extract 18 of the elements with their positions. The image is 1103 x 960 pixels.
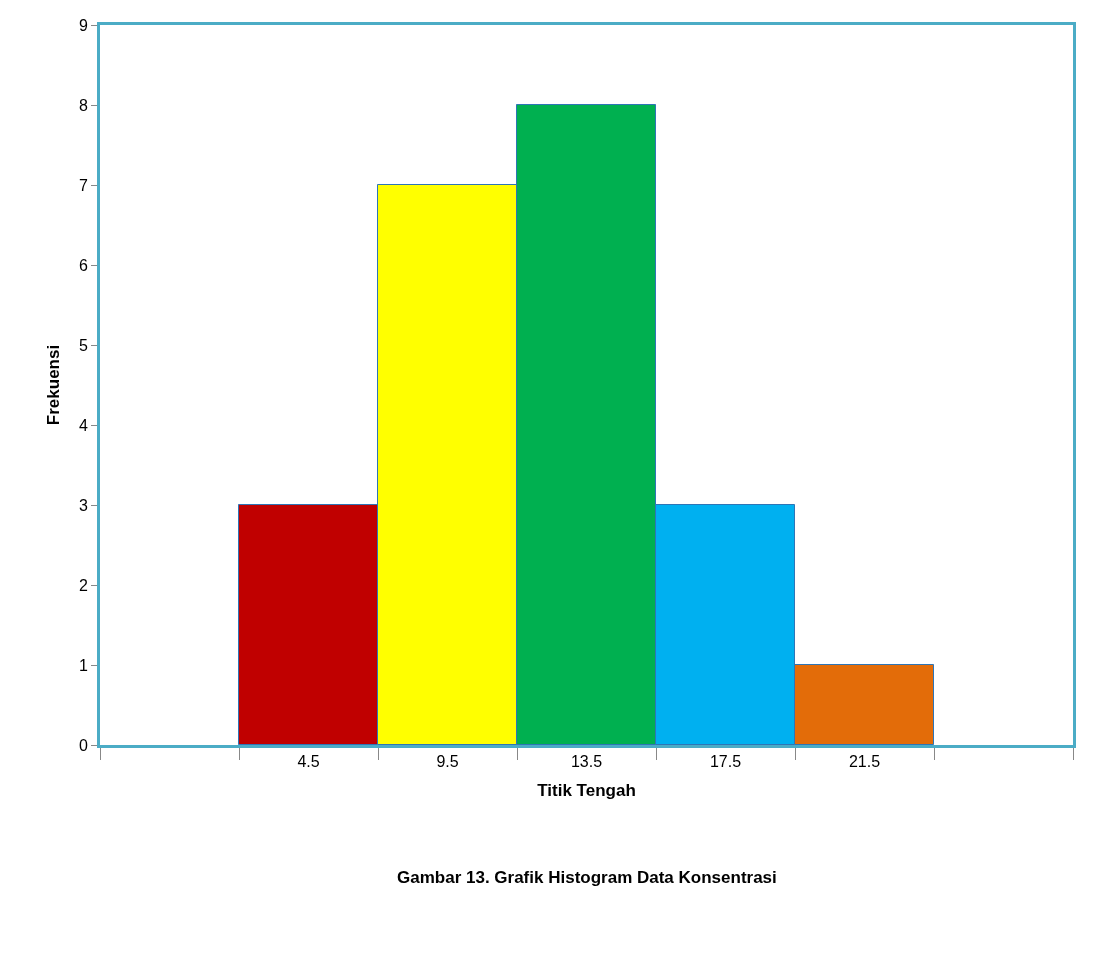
x-tick-label: 9.5	[436, 753, 459, 771]
y-tick-label: 7	[78, 176, 88, 194]
y-tick-label: 2	[78, 576, 88, 594]
x-tick-label: 17.5	[709, 753, 742, 771]
y-tick-label: 4	[78, 416, 88, 434]
x-axis-title: Titik Tengah	[537, 780, 636, 800]
y-tick-label: 6	[78, 256, 88, 274]
x-tick-label: 13.5	[570, 753, 603, 771]
y-tick-label: 3	[78, 496, 88, 514]
y-tick-label: 0	[78, 736, 88, 754]
y-tick-label: 8	[78, 96, 88, 114]
y-axis-title: Frekuensi	[44, 344, 64, 426]
y-tick-label: 9	[78, 16, 88, 34]
x-tick-label: 21.5	[848, 753, 881, 771]
text: Gambar 13. Grafik Histogram Data Konsentrasi	[397, 868, 777, 887]
x-tick-label: 4.5	[297, 753, 320, 771]
y-tick-label: 1	[78, 656, 88, 674]
y-tick-label: 5	[78, 336, 88, 354]
